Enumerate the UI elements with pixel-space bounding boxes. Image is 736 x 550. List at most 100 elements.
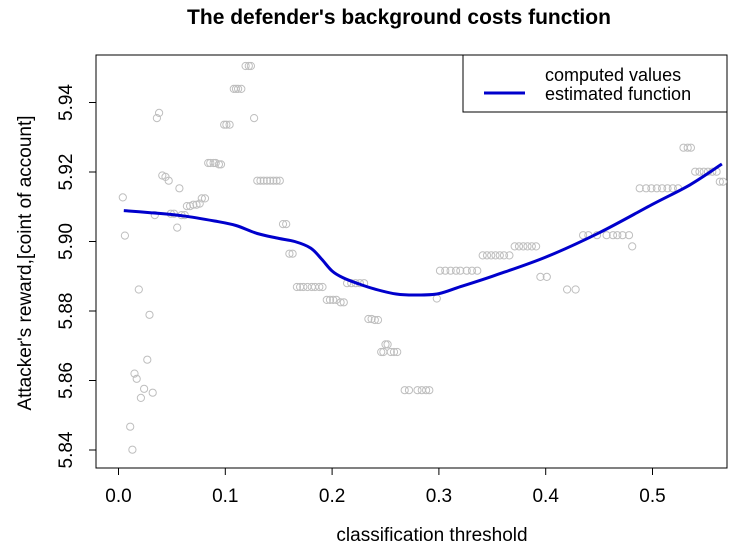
data-point	[686, 143, 696, 152]
data-point	[499, 251, 509, 260]
y-axis: 5.84 5.86 5.88 5.90 5.92 5.94	[56, 84, 97, 468]
data-point	[155, 108, 164, 118]
data-point	[189, 200, 198, 209]
data-point	[143, 355, 152, 364]
data-point	[370, 315, 379, 325]
data-point	[285, 249, 294, 258]
data-point	[130, 369, 139, 378]
data-point	[173, 223, 182, 232]
data-point	[269, 176, 278, 185]
data-point	[275, 176, 284, 185]
x-axis: 0.0 0.1 0.2 0.3 0.4 0.5	[105, 467, 666, 507]
data-point	[325, 295, 335, 304]
data-point	[329, 295, 338, 304]
y-tick-label: 5.86	[56, 362, 77, 399]
data-point	[495, 251, 504, 260]
legend-entry-estimated-function: estimated function	[545, 84, 691, 104]
data-point	[126, 422, 135, 431]
data-point	[164, 176, 173, 185]
legend-box	[462, 54, 728, 113]
data-point	[195, 199, 204, 208]
data-point	[152, 114, 161, 123]
data-point	[389, 347, 399, 357]
data-point	[647, 184, 656, 193]
data-point	[120, 231, 130, 240]
data-point	[563, 285, 572, 294]
data-point	[383, 340, 392, 349]
x-axis-label: classification threshold	[336, 525, 527, 546]
y-tick-label: 5.92	[56, 154, 77, 191]
data-point	[266, 176, 275, 185]
chart-title: The defender's background costs function	[187, 6, 611, 29]
data-point	[322, 295, 331, 304]
legend-entry-computed-values: computed values	[545, 65, 681, 85]
data-point	[663, 184, 672, 193]
data-point	[128, 445, 137, 454]
data-point	[381, 340, 390, 349]
estimated-function-line	[123, 162, 723, 297]
x-tick-label: 0.1	[212, 486, 238, 507]
data-point	[377, 347, 386, 357]
data-point	[246, 61, 255, 71]
data-point	[467, 266, 477, 275]
x-tick-label: 0.4	[532, 486, 559, 507]
data-point	[292, 282, 301, 292]
data-point	[303, 282, 312, 292]
y-tick-label: 5.90	[56, 223, 77, 260]
data-point	[441, 266, 450, 275]
data-point	[571, 285, 580, 294]
y-tick-label: 5.84	[56, 431, 77, 468]
data-point	[679, 143, 688, 152]
data-point	[288, 249, 297, 258]
data-point	[400, 386, 409, 395]
y-axis-label: Attacker's reward,[coint of account]	[15, 115, 36, 410]
data-point	[417, 386, 426, 395]
data-point	[482, 251, 492, 260]
data-point	[510, 242, 519, 251]
scatter-points	[118, 61, 728, 454]
data-point	[234, 84, 243, 94]
data-point	[140, 384, 149, 393]
data-point	[250, 114, 259, 123]
x-tick-label: 0.2	[319, 486, 345, 507]
data-point	[282, 220, 291, 229]
x-tick-label: 0.5	[639, 486, 665, 507]
data-point	[487, 251, 496, 260]
data-point	[367, 314, 376, 324]
data-point	[197, 194, 206, 203]
data-point	[505, 251, 514, 260]
data-point	[386, 347, 395, 357]
data-point	[259, 176, 268, 185]
data-point	[473, 266, 482, 275]
data-point	[136, 393, 145, 402]
data-point	[134, 285, 143, 294]
data-point	[478, 251, 487, 260]
data-point	[718, 177, 728, 186]
data-point	[519, 242, 528, 251]
data-point	[318, 282, 327, 292]
data-point	[222, 120, 231, 129]
data-point	[446, 266, 455, 275]
legend: computed values estimated function	[462, 54, 728, 113]
data-point	[618, 231, 627, 240]
estimated-function-layer	[123, 162, 723, 297]
data-point	[527, 242, 536, 251]
y-tick-label: 5.94	[56, 84, 77, 121]
data-point	[175, 184, 184, 193]
data-point	[216, 160, 226, 169]
data-point	[579, 231, 588, 240]
data-point	[683, 143, 692, 152]
data-point	[150, 211, 159, 220]
data-point	[373, 315, 383, 325]
data-point	[339, 298, 348, 307]
data-point	[602, 231, 611, 240]
x-tick-label: 0.0	[105, 486, 131, 507]
data-point	[220, 120, 229, 129]
y-tick-label: 5.88	[56, 293, 77, 330]
data-point	[132, 374, 141, 383]
data-point	[256, 176, 265, 185]
data-point	[182, 202, 191, 211]
data-point	[148, 388, 157, 397]
data-point	[451, 266, 461, 275]
data-point	[299, 282, 308, 292]
